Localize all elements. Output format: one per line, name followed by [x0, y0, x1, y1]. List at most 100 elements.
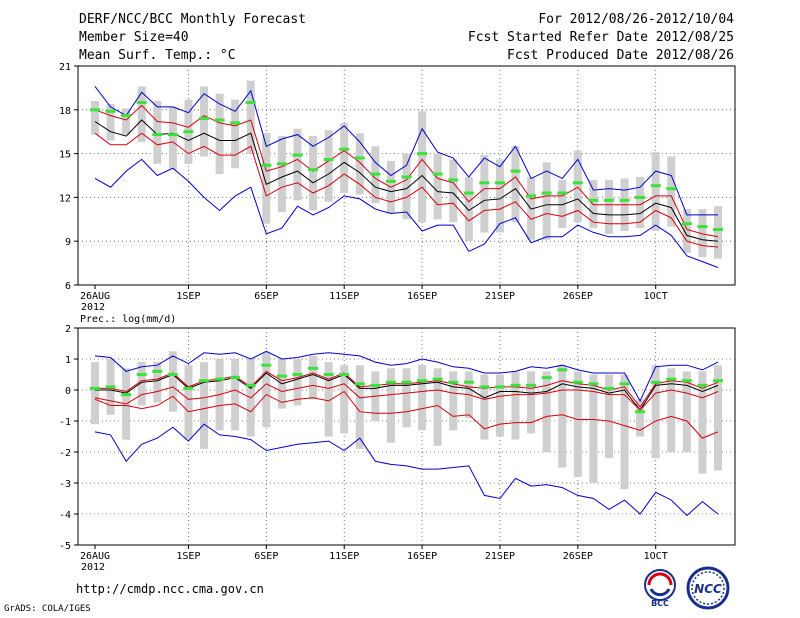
prec-line-std-upper [95, 370, 719, 408]
temp-median-marker [588, 198, 599, 202]
prec-median-marker [354, 382, 365, 386]
prec-median-marker [230, 376, 241, 380]
prec-median-marker [635, 410, 646, 414]
prec-median-marker [526, 383, 537, 387]
temp-spread-box [495, 159, 504, 233]
prec-ytick-label: 1 [65, 355, 71, 366]
prec-spread-box [433, 368, 442, 446]
temp-median-marker [494, 181, 505, 185]
prec-spread-box [386, 368, 395, 443]
source-url[interactable]: http://cmdp.ncc.cma.gov.cn [76, 582, 264, 596]
prec-ytick-label: -1 [59, 417, 71, 428]
prec-spread-box [651, 365, 660, 459]
prec-median-marker [167, 373, 178, 376]
prec-spread-box [714, 365, 722, 471]
temp-spread-box [682, 209, 691, 253]
prec-median-marker [90, 386, 100, 390]
prec-median-marker [199, 379, 210, 383]
temp-xtick-label: 6SEP [254, 291, 278, 302]
prec-median-marker [510, 383, 521, 387]
temp-median-marker [557, 191, 568, 195]
temp-spread-box [277, 136, 286, 212]
prec-spread-box [200, 362, 209, 449]
temp-spread-box [106, 103, 115, 141]
prec-spread-box [91, 362, 99, 425]
temp-median-marker [666, 187, 677, 191]
temp-median-marker [354, 156, 365, 160]
prec-xtick-label: 1OCT [644, 551, 668, 562]
temp-spread-box [480, 155, 489, 233]
temp-median-marker [572, 181, 583, 185]
prec-median-marker [494, 385, 505, 389]
prec-median-marker [448, 380, 459, 384]
prec-spread-box [620, 374, 629, 490]
prec-median-marker [339, 373, 350, 376]
temp-spread-box [293, 128, 302, 201]
prec-median-marker [214, 377, 225, 381]
prec-line-max [94, 350, 719, 403]
prec-spread-box [262, 352, 271, 428]
temp-ytick-label: 12 [59, 193, 71, 204]
temp-xtick-label: 21SEP [485, 291, 515, 302]
temp-spread-box [246, 80, 255, 154]
temp-median-marker [339, 147, 350, 151]
prec-median-marker [650, 380, 661, 384]
temp-median-marker [619, 198, 630, 202]
temp-median-marker [214, 118, 225, 122]
temp-median-marker [136, 101, 147, 104]
temp-spread-box [418, 111, 427, 223]
prec-spread-box [309, 355, 318, 400]
prec-xtick-label: 6SEP [254, 551, 278, 562]
prec-line-min2 [94, 423, 719, 517]
temp-spread-box [558, 179, 567, 229]
temp-spread-box [262, 133, 271, 224]
temp-spread-box [355, 133, 364, 195]
prec-plot-frame [77, 327, 736, 546]
prec-ytick-label: -3 [59, 479, 71, 490]
temp-median-marker [681, 222, 692, 226]
prec-spread-box [527, 371, 536, 434]
prec-spread-box [480, 374, 489, 440]
temp-median-marker [510, 169, 521, 173]
prec-median-marker [370, 383, 381, 387]
temp-spread-box [231, 99, 240, 169]
prec-xtick-label: 21SEP [485, 551, 515, 562]
prec-median-marker [385, 380, 396, 384]
prec-ytick-label: 0 [65, 386, 71, 397]
prec-spread-box [418, 365, 427, 431]
ncc-logo-text: NCC [694, 582, 722, 596]
variable-label: Mean Surf. Temp.: °C [79, 48, 236, 63]
prec-spread-box [573, 371, 582, 477]
prec-spread-box [449, 371, 458, 431]
temp-median-marker [650, 184, 661, 188]
prec-spread-box [511, 371, 520, 440]
temp-spread-box [153, 101, 162, 164]
prec-median-marker [681, 379, 692, 383]
prec-median-marker [105, 385, 116, 389]
temp-spread-box [573, 150, 582, 223]
prec-median-marker [463, 380, 474, 384]
temp-ytick-label: 21 [59, 62, 71, 73]
prec-spread-box [137, 362, 146, 406]
temp-ytick-label: 18 [59, 106, 71, 117]
prec-spread-box [682, 371, 691, 452]
temp-line-min [94, 158, 719, 268]
temp-median-marker [90, 108, 100, 112]
temp-spread-box [667, 156, 676, 227]
temp-median-marker [230, 121, 241, 125]
temp-line-mean [94, 119, 719, 242]
temp-median-marker [105, 109, 116, 113]
temp-median-marker [713, 228, 723, 232]
prec-line-std-lower [94, 383, 719, 411]
forecast-period: For 2012/08/26-2012/10/04 [538, 12, 734, 27]
prec-median-marker [417, 379, 428, 383]
temp-ytick-label: 15 [59, 150, 71, 161]
temp-spread-box [137, 86, 146, 142]
temp-line-max [94, 86, 718, 216]
prec-median-marker [557, 368, 568, 372]
prec-median-marker [323, 373, 334, 376]
temp-median-marker [152, 133, 163, 137]
prec-xtick-label: 1SEP [176, 551, 200, 562]
temp-ytick-label: 6 [65, 281, 71, 292]
temp-spread-box [449, 159, 458, 223]
